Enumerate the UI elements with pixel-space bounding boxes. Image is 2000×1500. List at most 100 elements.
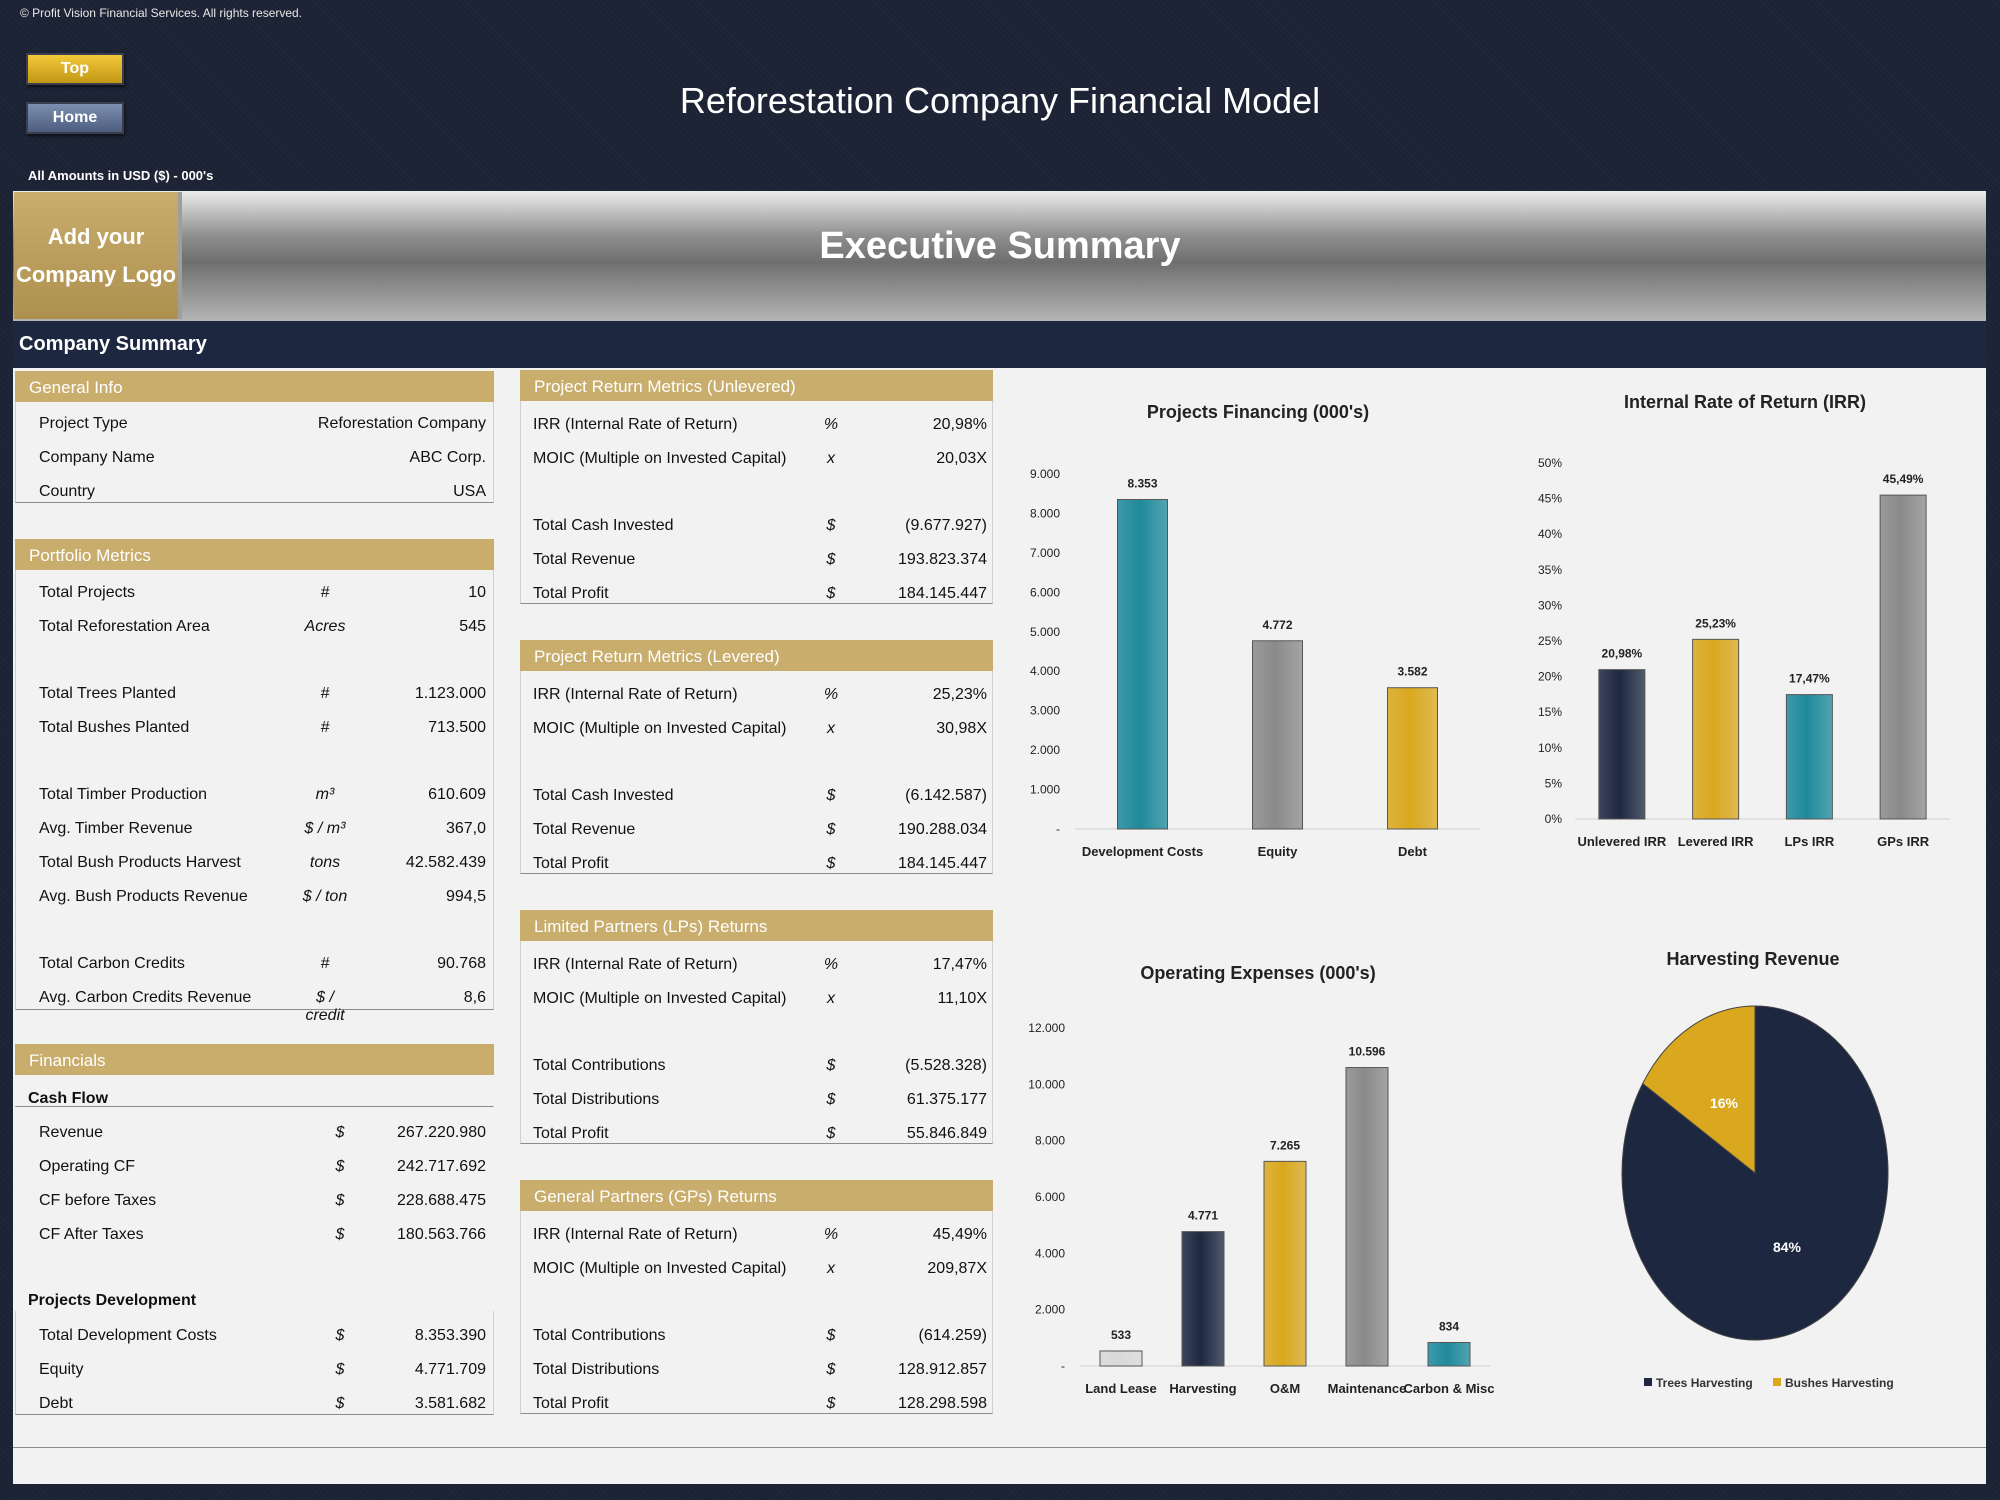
row-value: 228.688.475 — [397, 1192, 486, 1209]
pie-chart: Harvesting Revenue 84% 16% Trees Harvesting… — [1621, 949, 1894, 1390]
company-summary-label: Company Summary — [19, 333, 207, 355]
row-value: 184.145.447 — [898, 855, 987, 872]
row-value: 90.768 — [437, 955, 486, 972]
row-value: Reforestation Company — [317, 415, 486, 432]
row-value: 11,10X — [937, 990, 987, 1007]
row-value: 610.609 — [428, 786, 486, 803]
bar-chart-2: Operating Expenses (000's) - 2.000 4.000 6.0… — [1028, 963, 1494, 1396]
y-tick-label: 10.000 — [1028, 1077, 1065, 1091]
table-row: Total Bush Products Harvest tons 42.582.43… — [15, 848, 494, 878]
y-tick-label: 35% — [1538, 563, 1562, 577]
legend-swatch — [1773, 1378, 1781, 1386]
y-tick-label: 8.000 — [1035, 1134, 1065, 1148]
data-label: 4.771 — [1188, 1209, 1218, 1223]
table-row: Total Profit $128.298.598 — [520, 1389, 993, 1419]
data-label: 533 — [1111, 1328, 1131, 1342]
row-value: 1.123.000 — [414, 685, 486, 702]
row-value: (5.528.328) — [905, 1057, 987, 1074]
data-label: 7.265 — [1270, 1138, 1300, 1152]
table-row: Equity $4.771.709 — [15, 1355, 494, 1385]
row-value: 242.717.692 — [397, 1158, 486, 1175]
y-tick-label: 3.000 — [1030, 704, 1060, 718]
row-value: 3.581.682 — [414, 1395, 486, 1412]
row-value: 4.771.709 — [414, 1361, 486, 1378]
table-row: Total Profit $184.145.447 — [520, 849, 993, 879]
row-unit: $ / m³ — [304, 820, 346, 837]
row-label: Total Cash Invested — [533, 787, 674, 804]
row-unit: $ — [826, 855, 836, 872]
bar-chart-1: Internal Rate of Return (IRR) 0% 5% 10% 15% 2… — [1538, 392, 1950, 849]
y-tick-label: 25% — [1538, 634, 1562, 648]
category-label: GPs IRR — [1877, 834, 1930, 849]
row-label: Company Name — [39, 449, 155, 466]
row-value: 180.563.766 — [397, 1226, 486, 1243]
row-label: Total Cash Invested — [533, 517, 674, 534]
y-tick-label: 9.000 — [1030, 467, 1060, 481]
gps-header: General Partners (GPs) Returns — [520, 1180, 993, 1211]
category-label: LPs IRR — [1784, 834, 1834, 849]
company-logo-placeholder[interactable]: Add your Company Logo — [14, 192, 182, 319]
row-value: (9.677.927) — [905, 517, 987, 534]
row-value: 45,49% — [932, 1226, 987, 1243]
lps-box — [520, 941, 993, 1144]
table-row: MOIC (Multiple on Invested Capital) x 11,1… — [520, 984, 993, 1014]
category-label: Equity — [1258, 844, 1298, 859]
bar — [1598, 669, 1646, 820]
bar — [1345, 1067, 1389, 1367]
row-value: 994,5 — [445, 888, 486, 905]
row-value: 193.823.374 — [898, 551, 987, 568]
levered-box — [520, 671, 993, 874]
row-unit: $ — [826, 1125, 836, 1142]
bar-chart-0: Projects Financing (000's) - 1.000 2.000 3.0… — [1030, 402, 1480, 859]
table-row: Total Contributions $ (5.528.328) — [520, 1051, 993, 1081]
table-row: IRR (Internal Rate of Return)% 25,23% — [520, 680, 993, 710]
projects-development-label: Projects Development — [28, 1292, 197, 1309]
row-unit: $ — [826, 1057, 836, 1074]
row-label: MOIC (Multiple on Invested Capital) — [533, 990, 787, 1007]
table-row: Total Cash Invested $ (9.677.927) — [520, 511, 993, 541]
row-unit: $ — [335, 1192, 345, 1209]
table-row: CF After Taxes $180.563.766 — [15, 1220, 494, 1250]
y-tick-label: 6.000 — [1035, 1190, 1065, 1204]
chart-title: Internal Rate of Return (IRR) — [1624, 392, 1866, 412]
y-tick-label: 7.000 — [1030, 546, 1060, 560]
home-button[interactable]: Home — [26, 102, 124, 134]
row-label: Total Profit — [533, 855, 609, 872]
table-row: MOIC (Multiple on Invested Capital) x 209,… — [520, 1254, 993, 1284]
unlevered-header: Project Return Metrics (Unlevered) — [520, 370, 993, 401]
row-value: 55.846.849 — [906, 1125, 987, 1142]
row-value: 20,03X — [936, 450, 987, 467]
y-tick-label: 4.000 — [1030, 664, 1060, 678]
y-tick-label: 5.000 — [1030, 625, 1060, 639]
data-label: 4.772 — [1262, 618, 1292, 632]
row-value: 20,98% — [932, 416, 987, 433]
row-unit: $ / ton — [302, 888, 348, 905]
row-label: Avg. Carbon Credits Revenue — [39, 989, 252, 1006]
y-tick-label: 0% — [1545, 812, 1563, 826]
top-button[interactable]: Top — [26, 53, 124, 85]
bar — [1427, 1342, 1471, 1367]
bar — [1692, 638, 1740, 820]
row-label: Country — [39, 483, 96, 500]
row-unit: $ — [826, 821, 836, 838]
row-label: Total Revenue — [533, 551, 636, 568]
table-row: Country USA — [15, 477, 494, 507]
y-tick-label: 5% — [1545, 776, 1563, 790]
row-label: Total Distributions — [533, 1091, 660, 1108]
row-unit: $ — [826, 585, 836, 602]
row-unit: $ / credit — [305, 989, 345, 1024]
row-unit: $ — [826, 551, 836, 568]
page-title: Reforestation Company Financial Model — [679, 80, 1321, 121]
y-tick-label: - — [1061, 1359, 1065, 1373]
y-tick-label: 2.000 — [1030, 743, 1060, 757]
row-unit: x — [827, 450, 835, 467]
row-value: ABC Corp. — [409, 449, 486, 466]
row-unit: $ — [826, 517, 836, 534]
row-unit: $ — [335, 1395, 345, 1412]
levered-header: Project Return Metrics (Levered) — [520, 640, 993, 671]
bar — [1785, 694, 1833, 820]
row-label: Equity — [39, 1361, 84, 1378]
table-row: Total Distributions $61.375.177 — [520, 1085, 993, 1115]
pie-label-trees: 84% — [1773, 1239, 1802, 1255]
row-value: 209,87X — [927, 1260, 987, 1277]
